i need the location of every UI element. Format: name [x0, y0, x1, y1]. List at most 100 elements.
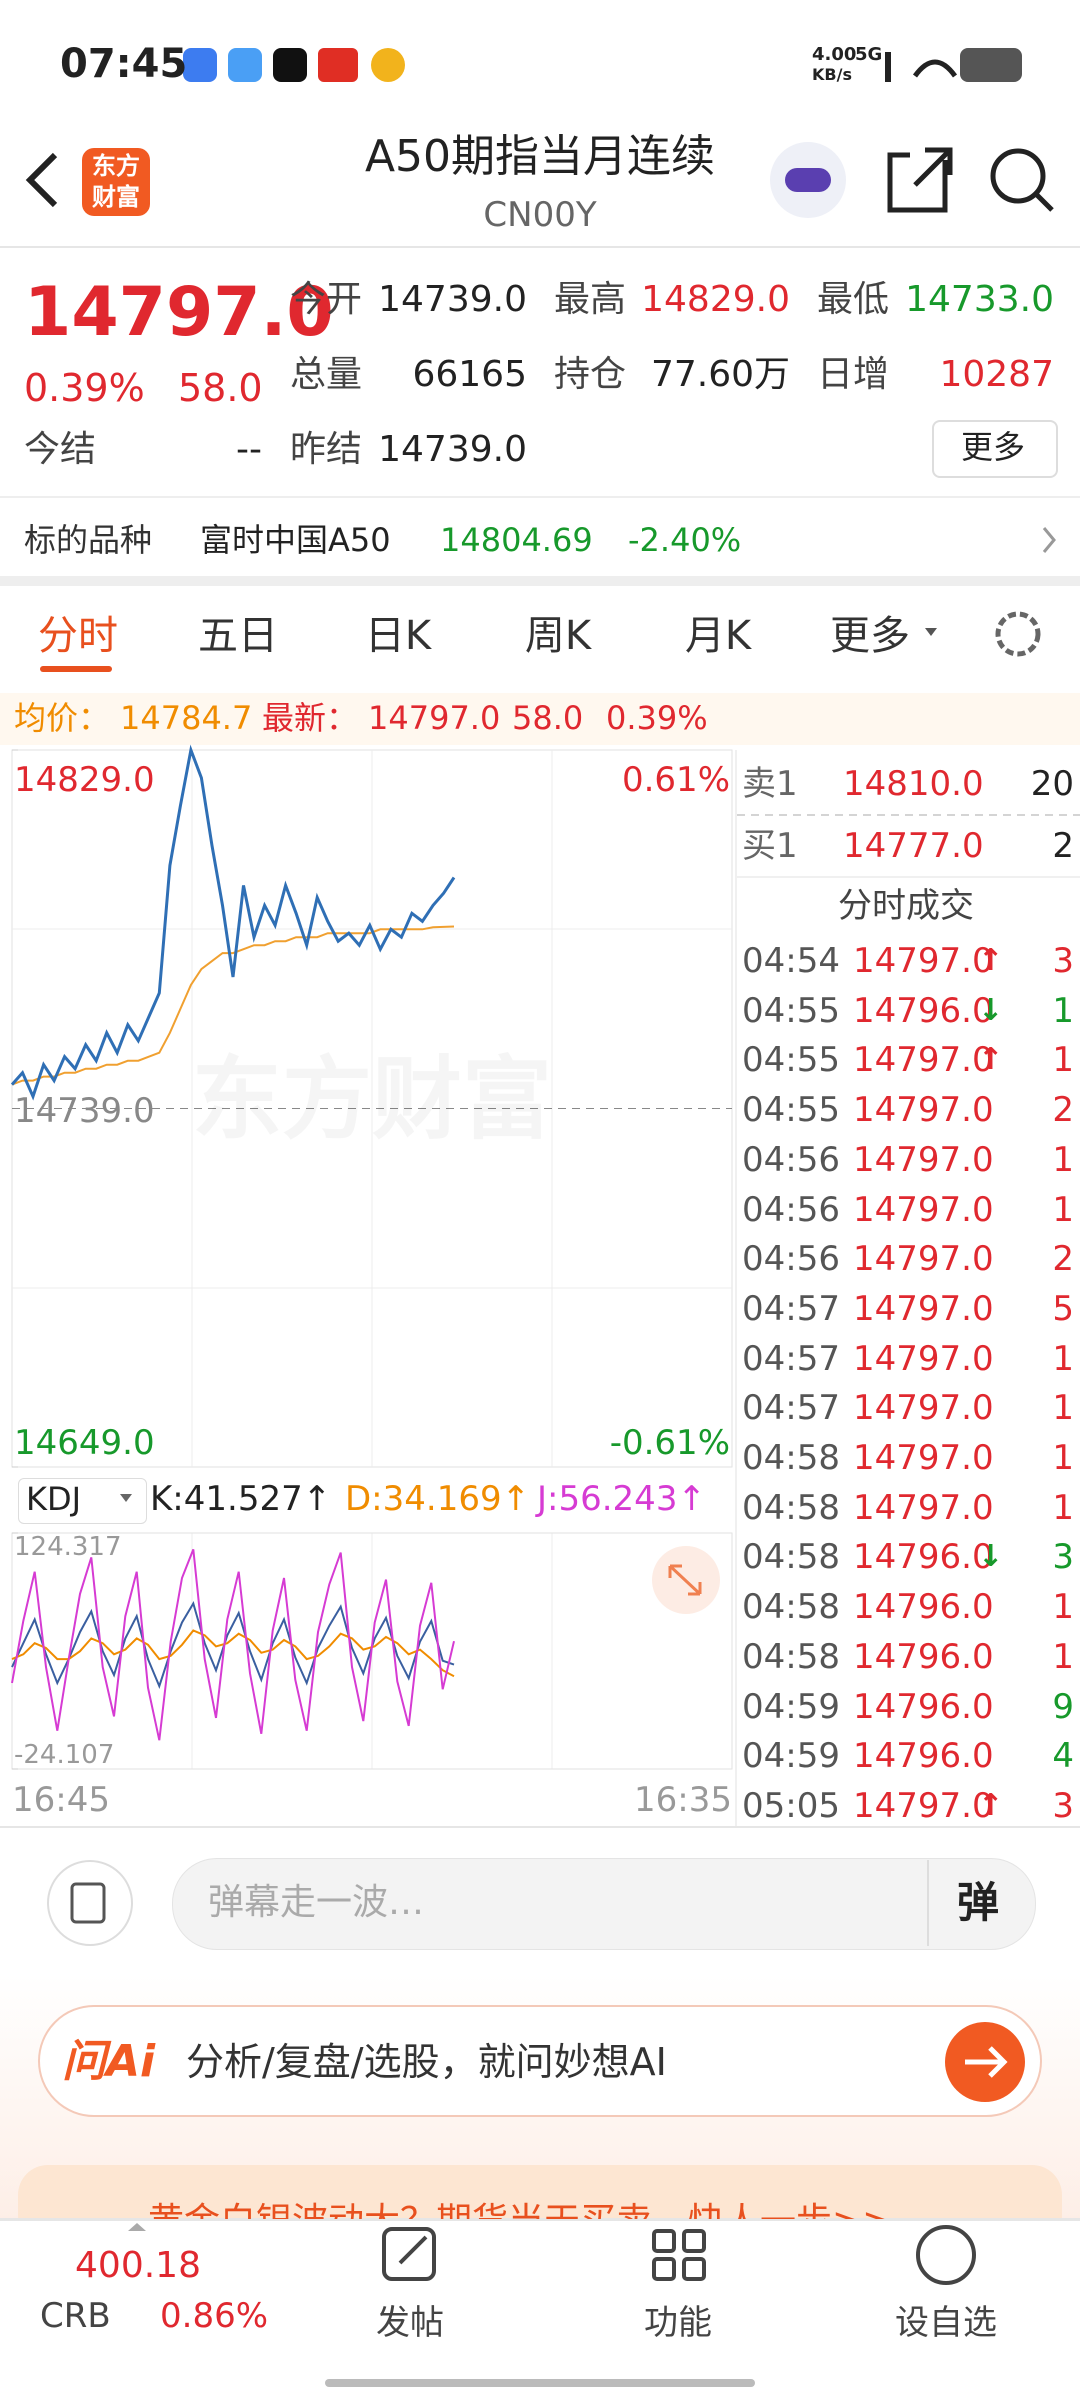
y-tick-label: -24.107	[14, 1740, 115, 1770]
field-label: 最高	[554, 279, 627, 320]
nav-item[interactable]: 发帖	[376, 2303, 444, 2343]
book-side: 买1	[742, 826, 798, 866]
trade-time: 04:59	[742, 1686, 840, 1727]
trade-volume: 1	[1052, 1388, 1074, 1429]
trade-direction: ↑	[978, 1042, 1004, 1078]
field-label: 最低	[817, 279, 890, 320]
trade-volume: 4	[1052, 1736, 1074, 1777]
last-value: 14797.0	[368, 699, 501, 737]
trade-time: 04:56	[742, 1239, 840, 1280]
net-unit: KB/s	[812, 65, 852, 84]
trade-time: 04:57	[742, 1338, 840, 1379]
trades-title: 分时成交	[838, 886, 974, 926]
trade-time: 04:56	[742, 1189, 840, 1230]
trade-direction: ↓	[978, 992, 1004, 1028]
field-value: --	[236, 429, 262, 470]
kdj-line	[11, 1629, 455, 1678]
field-label: 持仓	[554, 354, 627, 395]
danmaku-settings[interactable]	[47, 1860, 133, 1946]
trade-volume: 2	[1052, 1239, 1074, 1280]
field-label: 总量	[290, 354, 363, 395]
network-type: 5G	[855, 44, 883, 65]
status-icon	[318, 48, 358, 82]
tab[interactable]: 月K	[684, 613, 752, 659]
more-button[interactable]	[932, 420, 1058, 478]
chevron[interactable]	[1042, 527, 1056, 553]
function-icon[interactable]	[652, 2229, 706, 2281]
status-time: 07:45	[60, 41, 188, 87]
ai-brand: 问Ai	[62, 2036, 156, 2087]
search-button[interactable]	[990, 148, 1046, 204]
tab[interactable]: 周K	[524, 613, 592, 659]
kdj-line	[11, 1549, 455, 1741]
price-line	[10, 744, 456, 1101]
avg-line	[11, 925, 455, 1086]
underlying-change: -2.40%	[628, 521, 742, 559]
field-value: 66165	[412, 354, 527, 395]
watchlist-icon[interactable]	[916, 2225, 976, 2285]
trade-price: 14796.0	[853, 1587, 994, 1628]
trade-volume: 1	[1052, 1587, 1074, 1628]
trade-time: 04:58	[742, 1636, 840, 1677]
trade-price: 14796.0	[853, 1537, 994, 1578]
more-button-label[interactable]: 更多	[960, 428, 1026, 466]
k-value: K:41.527↑	[150, 1479, 332, 1519]
comment-input[interactable]	[172, 1858, 1036, 1950]
trade-price: 14796.0	[853, 1736, 994, 1777]
book-volume: 20	[1030, 764, 1074, 804]
status-icon	[371, 48, 405, 82]
trade-price: 14797.0	[853, 1388, 994, 1429]
tab[interactable]: 日K	[364, 613, 432, 659]
trade-volume: 1	[1052, 1139, 1074, 1180]
trade-time: 04:55	[742, 990, 840, 1031]
share-button[interactable]	[887, 147, 953, 213]
underlying-name: 富时中国A50	[200, 521, 391, 559]
d-value: D:34.169↑	[345, 1479, 531, 1519]
back-button[interactable]	[25, 152, 58, 208]
trade-price: 14797.0	[853, 1785, 994, 1826]
last-label: 最新：	[262, 699, 359, 737]
post-icon[interactable]	[382, 2227, 436, 2281]
logo-text: 财富	[92, 183, 140, 211]
change: 58.0	[178, 366, 263, 410]
grid	[12, 750, 732, 1769]
comment-placeholder[interactable]: 弹幕走一波…	[208, 1882, 425, 1923]
underlying-price: 14804.69	[440, 521, 593, 559]
expand-icon	[668, 1564, 702, 1596]
trade-volume: 1	[1052, 1189, 1074, 1230]
avg-bar-bg	[0, 693, 1080, 745]
trade-time: 04:55	[742, 1040, 840, 1081]
ai-pill[interactable]	[38, 2005, 1042, 2117]
trade-volume: 3	[1052, 941, 1074, 981]
dropdown-caret	[925, 628, 937, 636]
trade-price: 14797.0	[853, 1338, 994, 1379]
settings-button[interactable]	[995, 611, 1041, 657]
book-price: 14810.0	[843, 764, 984, 804]
trade-volume: 3	[1052, 1537, 1074, 1578]
field-label: 日增	[817, 354, 890, 395]
status-icon	[228, 48, 262, 82]
nav-item[interactable]: 设自选	[895, 2303, 997, 2343]
trade-price: 14796.0	[853, 1636, 994, 1677]
index-triangle	[128, 2223, 146, 2231]
trade-direction: ↓	[978, 1539, 1004, 1575]
tab[interactable]: 分时	[38, 613, 118, 659]
book-volume: 2	[1052, 826, 1074, 866]
tab[interactable]: 更多	[830, 613, 910, 659]
pct-label: -0.61%	[609, 1423, 730, 1463]
indicator-name[interactable]: KDJ	[26, 1480, 82, 1518]
trade-time: 04:58	[742, 1587, 840, 1628]
bottom-nav	[0, 2219, 1080, 2392]
trade-volume: 3	[1052, 1785, 1074, 1826]
nav-item[interactable]: 功能	[644, 2303, 712, 2343]
field-value: 14739.0	[378, 429, 527, 470]
tab[interactable]: 五日	[198, 613, 278, 659]
indicator-select[interactable]	[18, 1478, 147, 1524]
arrow-icon	[965, 2046, 1008, 2078]
last-price: 14797.0	[24, 273, 334, 352]
field-label: 今结	[24, 429, 97, 470]
danmaku-button[interactable]: 弹	[956, 1878, 1000, 1927]
dropdown-caret	[120, 1494, 132, 1502]
